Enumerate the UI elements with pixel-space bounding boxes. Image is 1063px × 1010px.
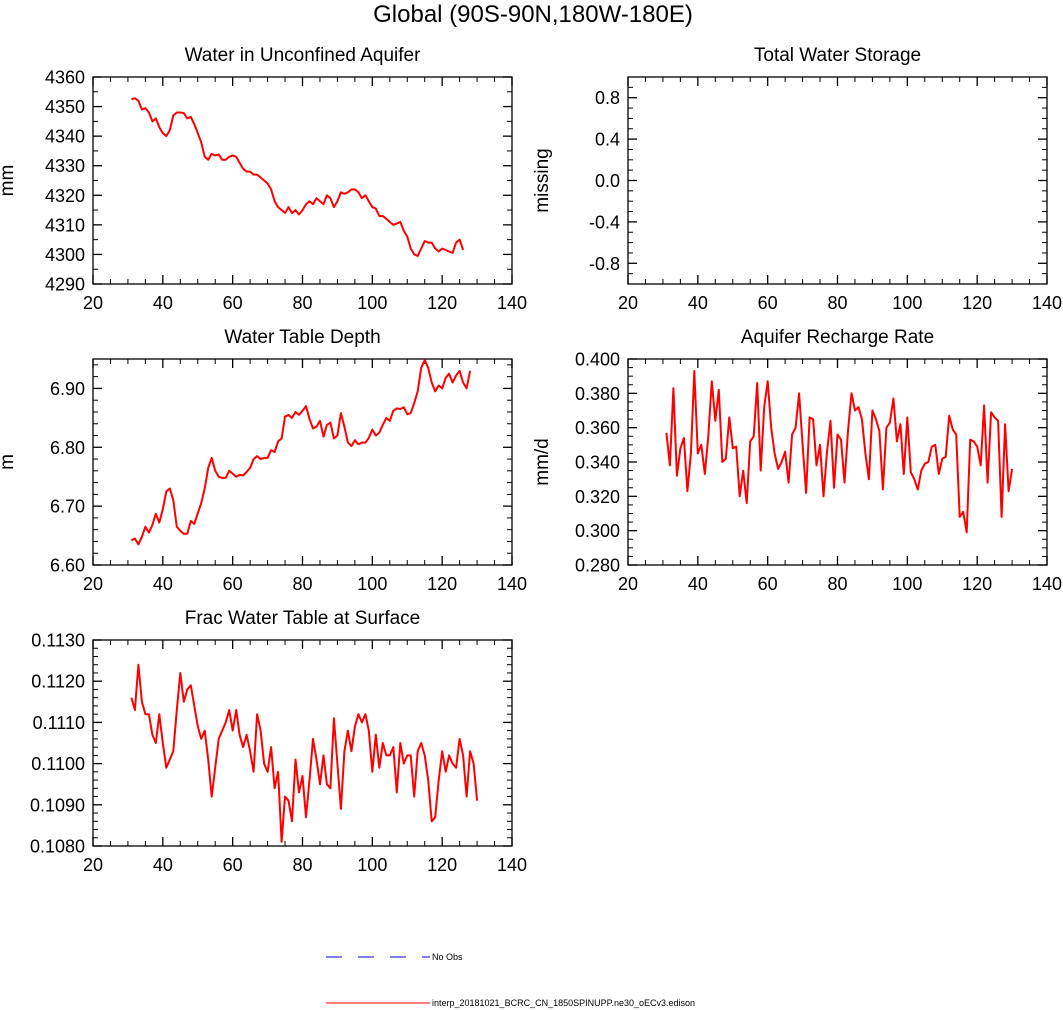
frac-water-table-at-surface-ytick-label: 0.1130 [31,631,85,651]
aquifer-recharge-rate-xtick-label: 100 [892,574,922,594]
panel-aquifer-recharge-rate: Aquifer Recharge Rate 20 40 60 80 100 120 140 0.… [532,327,1062,594]
aquifer-recharge-rate-xtick-label: 120 [962,574,992,594]
water-in-unconfined-aquifer-ytick-label: 4310 [45,215,85,235]
total-water-storage-ytick-label: -0.8 [589,254,620,274]
water-in-unconfined-aquifer-series-model-line [131,97,465,257]
aquifer-recharge-rate-xtick-label: 80 [827,574,847,594]
frac-water-table-at-surface-ytick-label: 0.1090 [30,795,85,815]
frac-water-table-at-surface-series-model-line [130,663,479,843]
frac-water-table-at-surface-xtick-label: 140 [497,855,527,875]
total-water-storage-xtick-label: 20 [618,293,638,313]
total-water-storage-title: Total Water Storage [754,45,921,66]
aquifer-recharge-rate-ytick-label: 0.280 [575,556,620,576]
frac-water-table-at-surface-xtick-label: 60 [223,855,243,875]
water-table-depth-xtick-label: 20 [83,574,103,594]
frac-water-table-at-surface-ytick-label: 0.1120 [31,672,85,692]
frac-water-table-at-surface-xtick-label: 20 [83,855,103,875]
water-in-unconfined-aquifer-xtick-label: 120 [427,293,457,313]
total-water-storage-xtick-label: 80 [827,293,847,313]
frac-water-table-at-surface-xtick-label: 80 [292,855,312,875]
water-in-unconfined-aquifer-ytick-label: 4360 [45,68,85,88]
water-table-depth-ytick-label: 6.90 [50,379,85,399]
aquifer-recharge-rate-ytick-label: 0.360 [575,418,620,438]
frac-water-table-at-surface-ytick-label: 0.1110 [33,713,85,733]
water-in-unconfined-aquifer-xtick-label: 100 [357,293,387,313]
panel-water-table-depth: Water Table Depth 20 40 60 80 100 120 140 6.60 6.… [0,327,527,594]
total-water-storage-xtick-label: 40 [688,293,708,313]
panel-total-water-storage: Total Water Storage 20 40 60 80 100 120 140 -0.8… [532,45,1062,313]
total-water-storage-xtick-label: 100 [892,293,922,313]
aquifer-recharge-rate-xtick-label: 140 [1032,574,1062,594]
water-table-depth-ytick-label: 6.60 [50,556,85,576]
aquifer-recharge-rate-xtick-label: 40 [688,574,708,594]
aquifer-recharge-rate-title: Aquifer Recharge Rate [741,327,934,348]
frac-water-table-at-surface-title: Frac Water Table at Surface [185,608,421,629]
water-in-unconfined-aquifer-title: Water in Unconfined Aquifer [185,45,422,66]
legend-obs-label: No Obs [432,952,463,962]
aquifer-recharge-rate-ytick-label: 0.340 [575,453,620,473]
water-in-unconfined-aquifer-xtick-label: 80 [292,293,312,313]
water-table-depth-ylabel: m [0,454,18,470]
frac-water-table-at-surface-xtick-label: 40 [153,855,173,875]
water-table-depth-frame [92,358,513,566]
water-in-unconfined-aquifer-frame [92,76,513,285]
water-table-depth-series-model-line [130,359,472,546]
total-water-storage-xtick-label: 120 [962,293,992,313]
water-in-unconfined-aquifer-ytick-label: 4350 [45,97,85,117]
water-in-unconfined-aquifer-xtick-label: 60 [223,293,243,313]
frac-water-table-at-surface-ytick-label: 0.1080 [30,837,85,857]
aquifer-recharge-rate-ytick-label: 0.300 [575,521,620,541]
frac-water-table-at-surface-xtick-label: 100 [357,855,387,875]
water-in-unconfined-aquifer-ytick-label: 4340 [45,127,85,147]
water-table-depth-ytick-label: 6.80 [50,438,85,458]
water-table-depth-title: Water Table Depth [224,327,380,348]
total-water-storage-ytick-label: 0.4 [595,130,620,150]
water-in-unconfined-aquifer-xtick-label: 20 [83,293,103,313]
water-table-depth-xtick-label: 40 [153,574,173,594]
total-water-storage-ytick-label: 0.8 [595,88,620,108]
water-in-unconfined-aquifer-ytick-label: 4300 [45,245,85,265]
water-in-unconfined-aquifer-xtick-label: 140 [497,293,527,313]
water-in-unconfined-aquifer-ytick-label: 4330 [45,156,85,176]
legend-model-label: interp_20181021_BCRC_CN_1850SPINUPP.ne30… [432,998,695,1008]
total-water-storage-xtick-label: 60 [758,293,778,313]
aquifer-recharge-rate-xtick-label: 20 [618,574,638,594]
water-table-depth-xtick-label: 60 [223,574,243,594]
water-in-unconfined-aquifer-ylabel: mm [0,165,18,197]
water-in-unconfined-aquifer-xtick-label: 40 [153,293,173,313]
total-water-storage-ytick-label: -0.4 [589,212,620,232]
panel-water-in-unconfined-aquifer: Water in Unconfined Aquifer 20 40 60 80 100 12… [0,45,527,313]
total-water-storage-xtick-label: 140 [1032,293,1062,313]
frac-water-table-at-surface-ytick-label: 0.1100 [31,754,85,774]
aquifer-recharge-rate-xtick-label: 60 [758,574,778,594]
total-water-storage-ylabel: missing [532,148,553,212]
water-table-depth-xtick-label: 100 [357,574,387,594]
aquifer-recharge-rate-ytick-label: 0.320 [575,487,620,507]
water-table-depth-xtick-label: 120 [427,574,457,594]
panels: Water in Unconfined Aquifer 20 40 60 80 100 12… [0,45,1062,875]
aquifer-recharge-rate-series-model-line [665,370,1014,534]
water-in-unconfined-aquifer-ytick-label: 4320 [45,186,85,206]
water-in-unconfined-aquifer-ytick-label: 4290 [45,275,85,295]
water-table-depth-xtick-label: 140 [497,574,527,594]
panel-frac-water-table-at-surface: Frac Water Table at Surface 20 40 60 80 100 12… [30,608,527,875]
aquifer-recharge-rate-ytick-label: 0.380 [575,384,620,404]
frac-water-table-at-surface-xtick-label: 120 [427,855,457,875]
total-water-storage-ytick-label: 0.0 [595,171,620,191]
water-table-depth-ytick-label: 6.70 [50,497,85,517]
figure-title: Global (90S-90N,180W-180E) [373,1,693,28]
water-table-depth-xtick-label: 80 [292,574,312,594]
aquifer-recharge-rate-ylabel: mm/d [532,438,553,486]
legend: No Obs interp_20181021_BCRC_CN_1850SPINU… [326,952,695,1008]
total-water-storage-frame [627,76,1048,285]
aquifer-recharge-rate-ytick-label: 0.400 [575,350,620,370]
